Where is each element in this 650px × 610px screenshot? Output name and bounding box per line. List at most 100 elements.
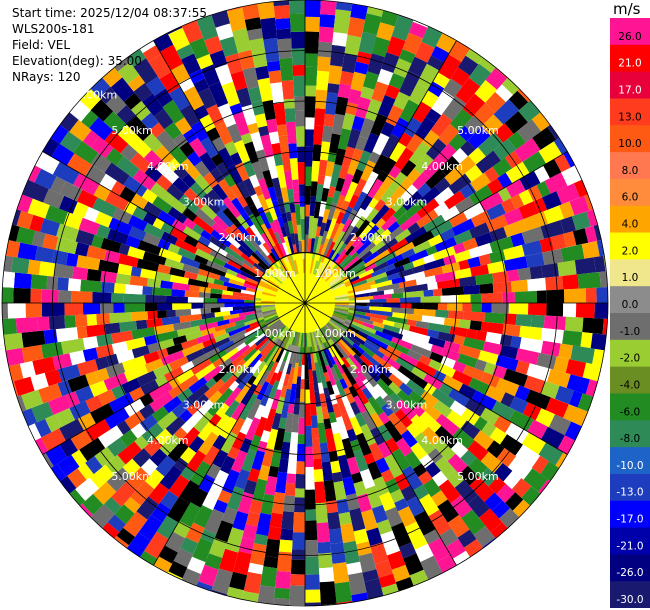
velocity-gate (350, 207, 366, 228)
velocity-gate (289, 585, 305, 606)
velocity-gate (458, 259, 470, 270)
velocity-gate (247, 375, 257, 386)
velocity-gate (261, 300, 275, 303)
velocity-gate (157, 411, 178, 431)
velocity-gate (355, 295, 374, 301)
velocity-gate (271, 412, 282, 431)
velocity-gate (480, 321, 504, 335)
velocity-gate (418, 471, 433, 485)
velocity-gate (301, 239, 305, 253)
velocity-gate (299, 346, 303, 354)
velocity-gate (1, 287, 14, 303)
velocity-gate (227, 446, 240, 460)
velocity-gate (385, 263, 396, 272)
velocity-gate (284, 483, 296, 496)
velocity-gate (241, 308, 256, 313)
velocity-gate (464, 115, 484, 135)
velocity-gate (126, 532, 151, 558)
velocity-gate (391, 292, 404, 299)
velocity-gate (41, 303, 65, 317)
velocity-gate (469, 184, 493, 206)
velocity-gate (485, 214, 508, 232)
velocity-gate (455, 77, 481, 104)
velocity-gate (408, 390, 426, 408)
velocity-gate (340, 336, 354, 349)
velocity-gate (305, 185, 312, 205)
velocity-gate (411, 332, 431, 344)
velocity-gate (132, 206, 148, 221)
velocity-gate (423, 289, 434, 297)
velocity-gate (167, 243, 181, 254)
velocity-gate (242, 343, 257, 357)
velocity-gate (448, 388, 470, 407)
colorbar-segment (610, 98, 650, 126)
velocity-gate (401, 429, 418, 448)
velocity-gate (212, 337, 231, 349)
velocity-gate (263, 343, 278, 363)
velocity-gate (519, 325, 543, 341)
velocity-gate (260, 251, 274, 266)
velocity-gate (78, 217, 100, 236)
velocity-gate (570, 345, 595, 364)
velocity-gate (410, 344, 432, 359)
velocity-gate (490, 522, 508, 539)
velocity-gate (137, 239, 162, 256)
velocity-gate (243, 349, 261, 368)
velocity-gate (273, 5, 291, 20)
velocity-gate (226, 7, 247, 32)
velocity-gate (142, 251, 167, 266)
velocity-gate (38, 261, 56, 277)
velocity-gate (329, 393, 338, 405)
velocity-gate (271, 263, 278, 271)
velocity-gate (354, 412, 367, 427)
velocity-gate (227, 259, 242, 270)
velocity-gate (292, 244, 298, 254)
velocity-gate (13, 272, 32, 289)
velocity-gate (106, 353, 119, 367)
velocity-gate (470, 293, 482, 303)
velocity-gate (434, 236, 457, 253)
velocity-gate (224, 141, 238, 156)
velocity-gate (491, 500, 511, 519)
velocity-gate (363, 251, 380, 264)
velocity-gate (311, 253, 316, 260)
velocity-gate (38, 383, 63, 404)
azimuth-line (42, 302, 306, 455)
velocity-gate (309, 259, 315, 274)
velocity-gate (270, 273, 283, 285)
velocity-gate (366, 303, 383, 307)
velocity-gate (228, 329, 247, 342)
velocity-gate (332, 403, 342, 419)
velocity-gate (332, 222, 345, 243)
velocity-gate (369, 298, 387, 303)
velocity-gate (410, 414, 429, 433)
velocity-gate (334, 296, 349, 300)
velocity-gate (327, 321, 340, 333)
velocity-gate (391, 564, 411, 583)
velocity-gate (114, 535, 129, 549)
velocity-gate (351, 115, 365, 131)
velocity-gate (593, 224, 602, 241)
velocity-gate (467, 495, 490, 518)
velocity-gate (289, 13, 305, 32)
velocity-gate (116, 420, 131, 435)
velocity-gate (542, 191, 562, 210)
velocity-gate (244, 17, 262, 31)
velocity-gate (253, 185, 264, 197)
colorbar-tick-label: -8.0 (620, 433, 641, 445)
velocity-gate (453, 249, 472, 263)
velocity-gate (257, 194, 270, 214)
velocity-gate (85, 371, 99, 386)
velocity-gate (291, 253, 296, 261)
velocity-gate (356, 493, 372, 513)
velocity-gate (200, 193, 221, 215)
range-ring-label: 3.00km (183, 398, 225, 411)
velocity-gate (602, 318, 608, 335)
velocity-gate (364, 326, 377, 335)
velocity-gate (29, 214, 45, 232)
velocity-gate (257, 464, 271, 481)
velocity-gate (325, 500, 339, 514)
velocity-gate (157, 303, 173, 311)
velocity-gate (463, 539, 484, 558)
